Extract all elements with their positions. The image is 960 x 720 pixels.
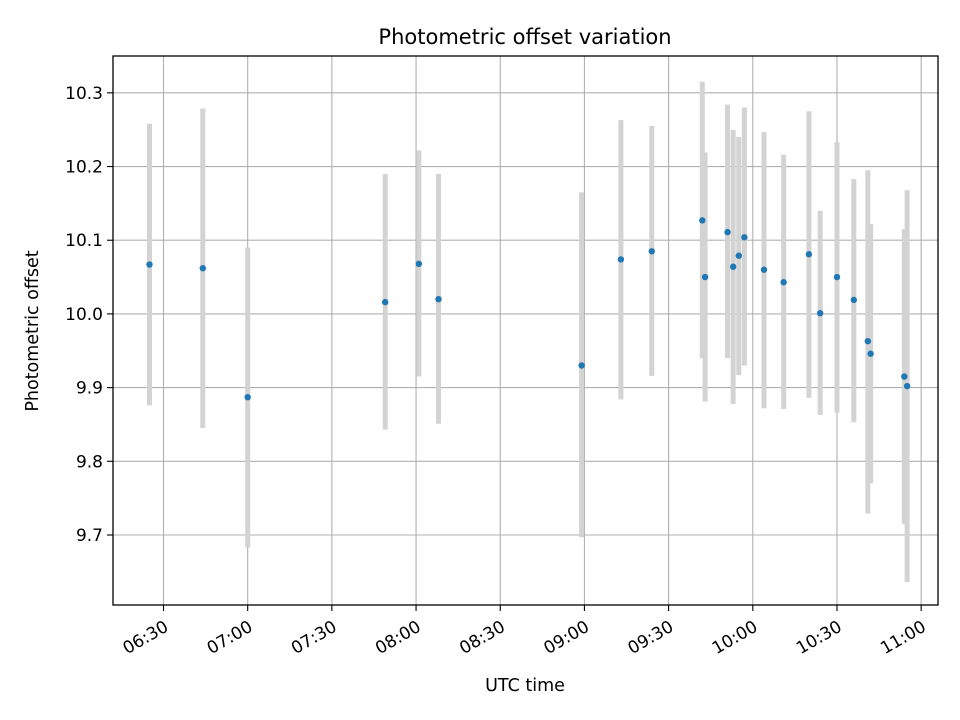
y-tick-label: 10.1 [65, 231, 103, 251]
data-point [381, 298, 389, 306]
y-tick-label: 9.9 [76, 379, 103, 399]
y-tick-label: 10.2 [65, 158, 103, 178]
data-point [780, 279, 787, 286]
data-point [648, 248, 655, 255]
y-tick-label: 9.8 [76, 452, 103, 472]
y-axis-label: Photometric offset [23, 250, 43, 411]
data-point [701, 273, 709, 281]
data-point [415, 260, 423, 268]
x-axis-label: UTC time [485, 676, 565, 696]
data-point [864, 337, 872, 345]
data-point [617, 256, 625, 263]
grid [113, 56, 938, 605]
y-tick-label: 9.7 [76, 526, 103, 546]
data-point [805, 251, 813, 258]
data-point [850, 296, 858, 304]
data-point [724, 228, 731, 236]
data-point [146, 261, 153, 268]
data-point [578, 362, 585, 369]
data-point [735, 252, 742, 259]
chart-title: Photometric offset variation [378, 25, 671, 49]
data-point [699, 217, 706, 224]
data-point [244, 393, 251, 401]
data-point [833, 273, 841, 281]
data-points [146, 217, 911, 401]
plot-frame [112, 55, 939, 606]
y-tick-label: 10.0 [65, 305, 103, 325]
data-point [760, 266, 768, 273]
data-point [901, 373, 908, 380]
data-point [903, 382, 911, 390]
data-point [816, 309, 824, 317]
data-point [435, 295, 442, 303]
y-tick-label: 10.3 [65, 84, 103, 104]
data-point [729, 263, 737, 270]
data-point [741, 234, 748, 241]
data-point [867, 350, 874, 357]
data-point [199, 265, 206, 272]
